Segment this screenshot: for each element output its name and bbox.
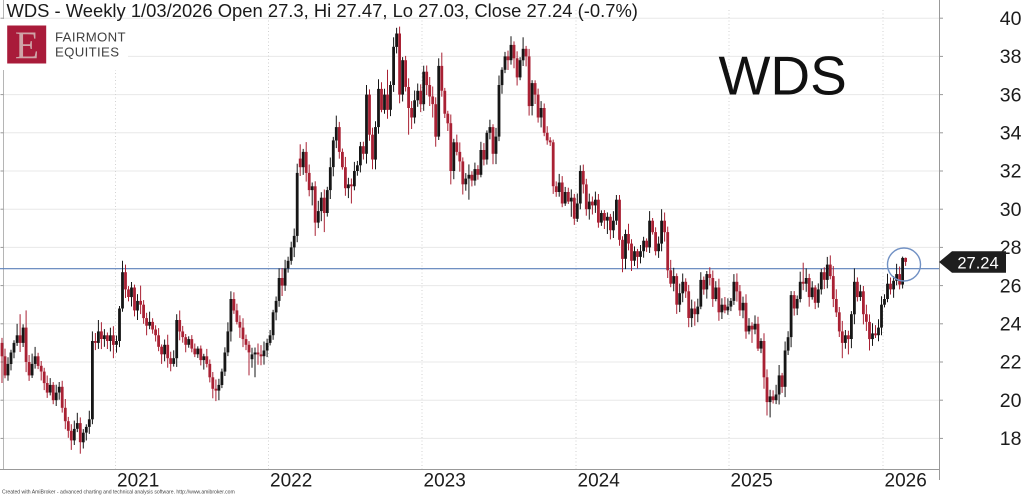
svg-text:30: 30 xyxy=(1000,199,1022,221)
svg-text:2024: 2024 xyxy=(578,471,621,492)
svg-text:FAIRMONT: FAIRMONT xyxy=(55,30,126,45)
svg-text:2025: 2025 xyxy=(731,471,773,492)
svg-text:WDS - Weekly 1/03/2026 Open 27: WDS - Weekly 1/03/2026 Open 27.3, Hi 27.… xyxy=(7,0,638,21)
svg-text:20: 20 xyxy=(1000,390,1022,412)
svg-text:2022: 2022 xyxy=(270,471,312,492)
svg-text:27.24: 27.24 xyxy=(957,254,998,272)
svg-text:2023: 2023 xyxy=(424,471,466,492)
svg-text:2026: 2026 xyxy=(885,471,927,492)
svg-text:18: 18 xyxy=(1000,428,1022,450)
svg-text:EQUITIES: EQUITIES xyxy=(55,44,119,59)
svg-text:2021: 2021 xyxy=(117,471,159,492)
svg-text:40: 40 xyxy=(1000,8,1022,30)
svg-text:22: 22 xyxy=(1000,352,1022,374)
svg-text:36: 36 xyxy=(1000,84,1022,106)
svg-text:32: 32 xyxy=(1000,161,1022,183)
svg-text:34: 34 xyxy=(1000,123,1022,145)
svg-text:24: 24 xyxy=(1000,314,1022,336)
svg-text:WDS: WDS xyxy=(719,44,847,106)
svg-text:Created with AmiBroker - advan: Created with AmiBroker - advanced charti… xyxy=(2,490,235,496)
svg-text:38: 38 xyxy=(1000,46,1022,68)
svg-text:26: 26 xyxy=(1000,275,1022,297)
svg-text:E: E xyxy=(15,23,39,67)
